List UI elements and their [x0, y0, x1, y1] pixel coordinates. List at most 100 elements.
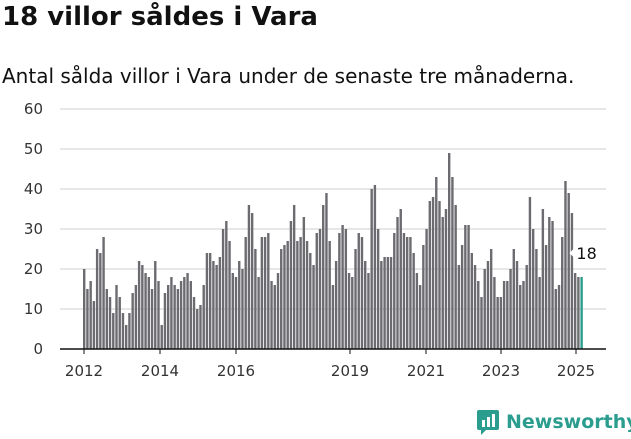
bar [347, 273, 351, 349]
bars [83, 153, 583, 349]
bar [112, 313, 115, 349]
newsworthy-brand[interactable]: Newsworthy [476, 408, 631, 436]
bar [192, 297, 196, 349]
bar [124, 325, 128, 349]
y-tick-label: 0 [33, 340, 43, 358]
bar [283, 245, 286, 349]
bar [512, 249, 515, 349]
bar [183, 277, 186, 349]
bar [464, 225, 467, 349]
bar [499, 297, 503, 349]
bar [389, 257, 393, 349]
bar [531, 229, 535, 349]
bar [260, 237, 264, 349]
bar [564, 181, 567, 349]
x-tick-label: 2016 [217, 362, 255, 380]
bar [370, 189, 373, 349]
bar [221, 229, 225, 349]
bar [554, 289, 557, 349]
bar [460, 245, 464, 349]
bar [396, 217, 399, 349]
bar [515, 261, 519, 349]
bar [367, 273, 370, 349]
bar [525, 265, 528, 349]
bar [438, 201, 441, 349]
bar-highlight [580, 277, 583, 349]
bar [92, 301, 96, 349]
bar [351, 277, 354, 349]
bar [538, 277, 541, 349]
bar [302, 217, 306, 349]
bar [399, 209, 402, 349]
bar [402, 233, 406, 349]
bar [312, 265, 315, 349]
bar [422, 245, 425, 349]
bar [509, 269, 512, 349]
bar [254, 249, 257, 349]
bar [425, 229, 428, 349]
bar [331, 285, 335, 349]
bar [196, 309, 199, 349]
bar [364, 261, 367, 349]
bar [199, 305, 202, 349]
bar [267, 233, 270, 349]
bar [189, 281, 192, 349]
bar [179, 281, 183, 349]
bar [128, 313, 131, 349]
chart-subtitle: Antal sålda villor i Vara under de senas… [2, 64, 575, 88]
bar [473, 265, 477, 349]
bar [215, 265, 218, 349]
bar [270, 281, 273, 349]
bar [360, 237, 364, 349]
bar [205, 253, 209, 349]
y-tick-label: 20 [24, 260, 43, 278]
y-tick-label: 10 [24, 300, 43, 318]
bar [431, 197, 435, 349]
bar [89, 281, 92, 349]
bar [412, 253, 415, 349]
bar [457, 265, 461, 349]
bar [541, 209, 545, 349]
bar [286, 241, 289, 349]
bar [238, 261, 241, 349]
bar [454, 205, 457, 349]
bar [315, 233, 318, 349]
bar [409, 237, 412, 349]
bar [561, 237, 564, 349]
bar [522, 281, 525, 349]
bar [170, 277, 173, 349]
bar [551, 221, 554, 349]
bar [567, 193, 570, 349]
bar [157, 281, 160, 349]
bar [250, 213, 254, 349]
y-axis: 0 10 20 30 40 50 60 [24, 100, 606, 358]
bar [263, 237, 267, 349]
bar [441, 217, 444, 349]
bar [535, 249, 538, 349]
bar [415, 273, 419, 349]
x-tick-label: 2023 [482, 362, 520, 380]
bar [325, 193, 328, 349]
bar [506, 281, 509, 349]
bar [299, 237, 302, 349]
bar [528, 197, 532, 349]
bar [150, 289, 154, 349]
x-tick-label: 2019 [331, 362, 369, 380]
bar [144, 273, 147, 349]
bar [428, 201, 432, 349]
bar [557, 285, 561, 349]
bar [406, 237, 409, 349]
bar [86, 289, 89, 349]
brand-name: Newsworthy [506, 411, 631, 433]
bar [305, 241, 309, 349]
bar [289, 221, 293, 349]
bar [134, 285, 138, 349]
bar [154, 261, 157, 349]
newsworthy-logo-icon [477, 410, 499, 435]
bar [570, 213, 574, 349]
bar [480, 297, 483, 349]
bar [483, 269, 486, 349]
bar [296, 241, 299, 349]
bar [202, 285, 205, 349]
